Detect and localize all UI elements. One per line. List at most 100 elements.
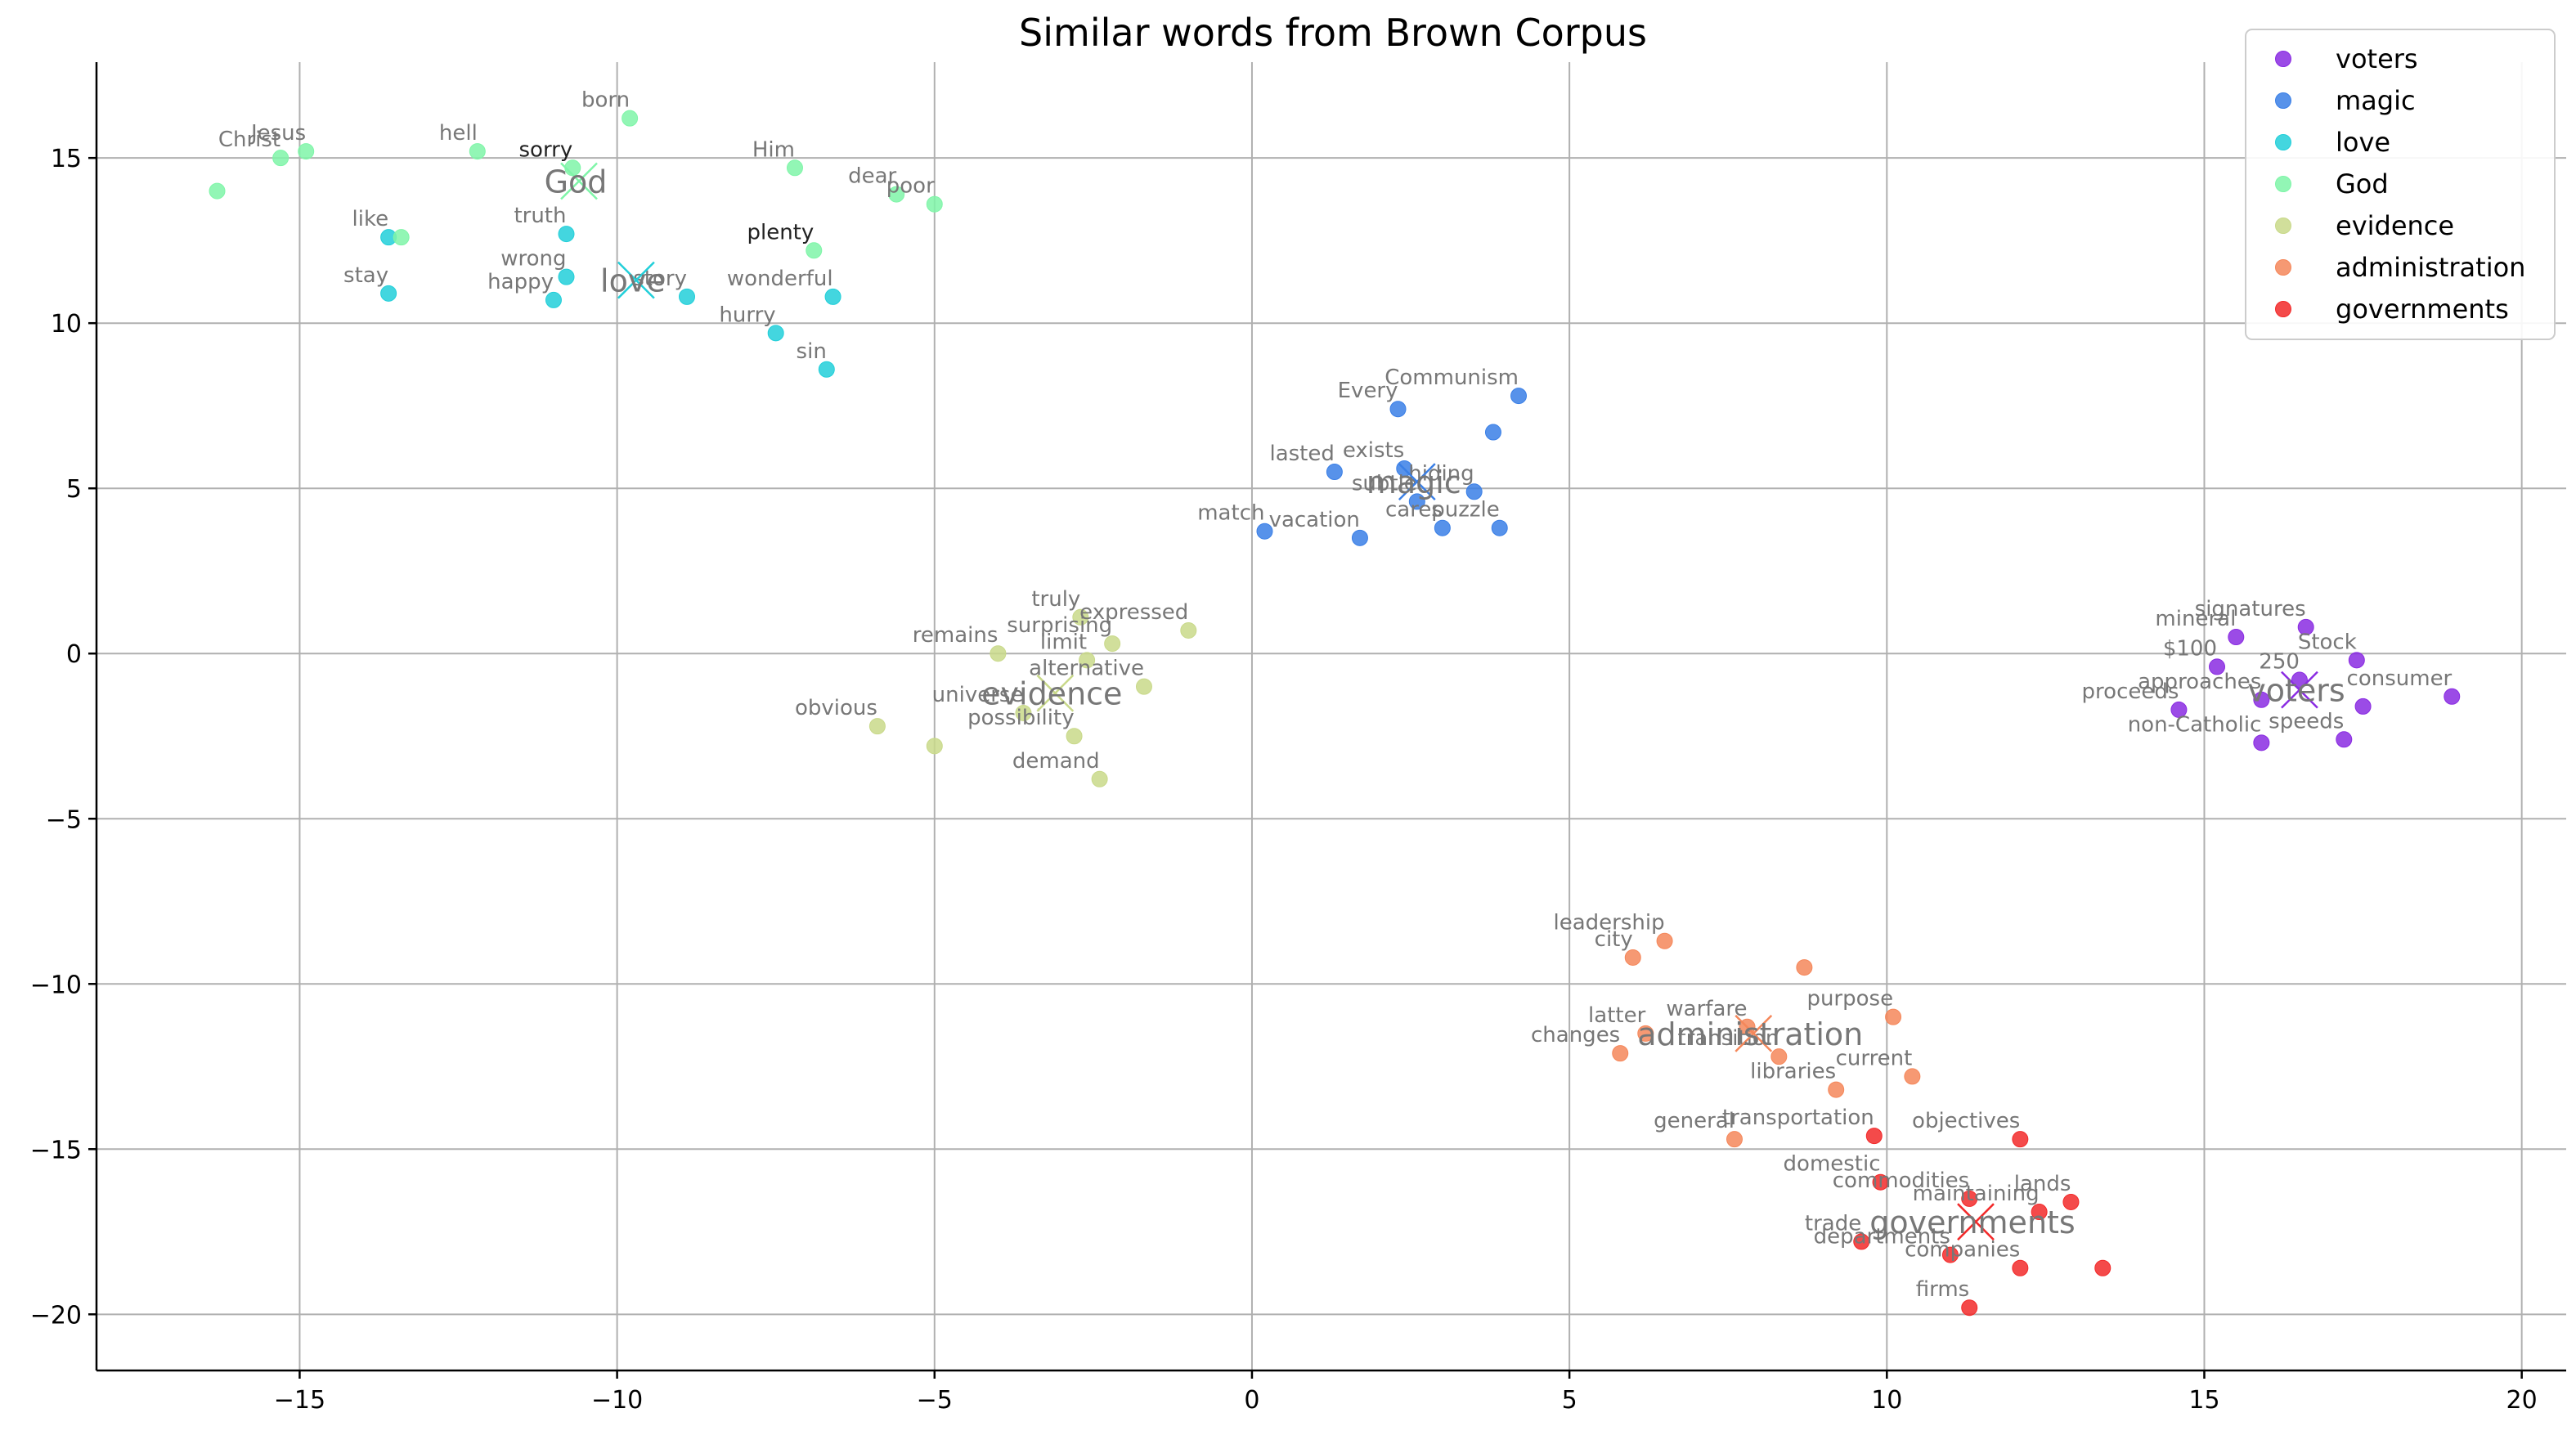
point-label: mineral bbox=[2155, 607, 2236, 631]
point-administration bbox=[1796, 959, 1813, 976]
legend-label-evidence: evidence bbox=[2336, 210, 2454, 241]
point-evidence bbox=[1180, 621, 1197, 639]
point-administration bbox=[1770, 1048, 1788, 1065]
point-governments bbox=[2012, 1131, 2029, 1148]
point-love bbox=[558, 268, 575, 285]
point-governments bbox=[1865, 1128, 1883, 1145]
centroid-label-governments: governments bbox=[1869, 1204, 2075, 1240]
point-label: transition bbox=[1677, 1026, 1779, 1051]
chart-title: Similar words from Brown Corpus bbox=[1019, 11, 1647, 55]
point-voters bbox=[2253, 691, 2270, 708]
legend: voters magic love God evidence administration… bbox=[2245, 29, 2556, 340]
y-tick-label: −10 bbox=[30, 971, 82, 999]
point-label: objectives bbox=[1912, 1109, 2020, 1133]
point-label: general bbox=[1654, 1109, 1735, 1133]
point-god bbox=[209, 182, 226, 200]
y-tick-label: 0 bbox=[66, 640, 82, 669]
point-love bbox=[767, 325, 784, 342]
point-label: domestic bbox=[1784, 1152, 1881, 1177]
x-tick-label: 0 bbox=[1244, 1386, 1259, 1415]
point-label: happy bbox=[487, 270, 554, 294]
point-label: surprising bbox=[1007, 613, 1112, 638]
point-administration bbox=[1885, 1008, 1902, 1025]
point-label: purpose bbox=[1806, 987, 1893, 1012]
point-label: wrong bbox=[500, 247, 566, 271]
point-voters bbox=[2209, 658, 2226, 675]
point-label: remains bbox=[913, 623, 999, 648]
point-label: lands bbox=[2014, 1172, 2071, 1196]
point-evidence bbox=[1079, 652, 1096, 669]
point-label: universe bbox=[932, 683, 1024, 707]
point-label: hurry bbox=[719, 303, 775, 327]
point-label: dear bbox=[848, 164, 896, 189]
point-label: Every bbox=[1338, 379, 1398, 403]
legend-label-governments: governments bbox=[2336, 294, 2509, 325]
point-label: latter bbox=[1588, 1003, 1646, 1028]
centroid-label-evidence: evidence bbox=[981, 676, 1122, 712]
point-label: expressed bbox=[1079, 600, 1188, 625]
legend-marker-governments bbox=[2275, 301, 2291, 317]
point-evidence bbox=[868, 718, 886, 735]
y-tick-label: −5 bbox=[46, 805, 82, 834]
x-tick-label: −15 bbox=[274, 1386, 325, 1415]
centroid-stroke bbox=[2281, 671, 2318, 709]
centroid-stroke bbox=[1735, 1014, 1773, 1052]
centroid-stroke bbox=[1957, 1203, 1995, 1241]
point-label: companies bbox=[1905, 1238, 2020, 1263]
point-governments bbox=[2094, 1259, 2112, 1276]
point-evidence bbox=[1104, 635, 1121, 653]
point-voters bbox=[2444, 688, 2461, 705]
centroid-marker-evidence bbox=[1036, 674, 1075, 712]
point-voters bbox=[2297, 618, 2314, 635]
point-label: alternative bbox=[1029, 657, 1144, 681]
legend-label-love: love bbox=[2336, 127, 2390, 158]
point-god bbox=[806, 242, 823, 259]
point-god bbox=[298, 143, 315, 160]
point-evidence bbox=[1135, 678, 1152, 695]
x-tick-label: 15 bbox=[2188, 1386, 2219, 1415]
point-magic bbox=[1326, 464, 1343, 481]
point-voters bbox=[2228, 629, 2245, 646]
x-tick-label: 20 bbox=[2506, 1386, 2538, 1415]
point-label: proceeds bbox=[2082, 680, 2179, 704]
point-label: Communism bbox=[1384, 366, 1519, 390]
point-label: libraries bbox=[1750, 1060, 1836, 1084]
point-governments bbox=[1872, 1173, 1889, 1191]
point-label: plenty bbox=[747, 220, 814, 244]
point-administration bbox=[1726, 1131, 1743, 1148]
point-label: maintaining bbox=[1913, 1182, 2040, 1206]
point-magic bbox=[1389, 401, 1407, 418]
y-tick-label: 15 bbox=[51, 145, 82, 173]
point-label: obvious bbox=[795, 696, 877, 720]
point-label: current bbox=[1836, 1046, 1913, 1070]
point-label: city bbox=[1595, 927, 1633, 952]
point-magic bbox=[1510, 388, 1528, 405]
point-label: truly bbox=[1031, 587, 1080, 612]
point-administration bbox=[1624, 949, 1641, 966]
point-label: consumer bbox=[2347, 666, 2453, 691]
point-evidence bbox=[990, 645, 1007, 662]
y-tick-label: 10 bbox=[51, 310, 82, 339]
point-magic bbox=[1491, 519, 1508, 536]
legend-marker-administration bbox=[2275, 259, 2291, 276]
centroid-stroke bbox=[560, 162, 598, 200]
point-voters bbox=[2253, 734, 2270, 751]
point-evidence bbox=[926, 738, 943, 755]
point-label: changes bbox=[1531, 1023, 1620, 1047]
centroid-marker-administration bbox=[1735, 1014, 1773, 1052]
point-voters bbox=[2170, 701, 2188, 718]
point-governments bbox=[1853, 1233, 1870, 1250]
centroid-stroke bbox=[1036, 674, 1075, 712]
axes: −15 −10 −5 0 5 10 15 20 15 10 5 0 −5 −10 −15 −20 bbox=[30, 62, 2566, 1415]
point-voters bbox=[2291, 671, 2308, 689]
point-administration bbox=[1656, 932, 1673, 949]
legend-label-administration: administration bbox=[2336, 252, 2525, 283]
legend-marker-god bbox=[2275, 176, 2291, 192]
point-god bbox=[272, 150, 289, 167]
point-evidence bbox=[1015, 704, 1032, 721]
legend-label-magic: magic bbox=[2336, 85, 2416, 116]
point-label: Stock bbox=[2298, 630, 2357, 654]
point-evidence bbox=[1091, 770, 1108, 787]
y-tick-label: 5 bbox=[66, 475, 82, 504]
